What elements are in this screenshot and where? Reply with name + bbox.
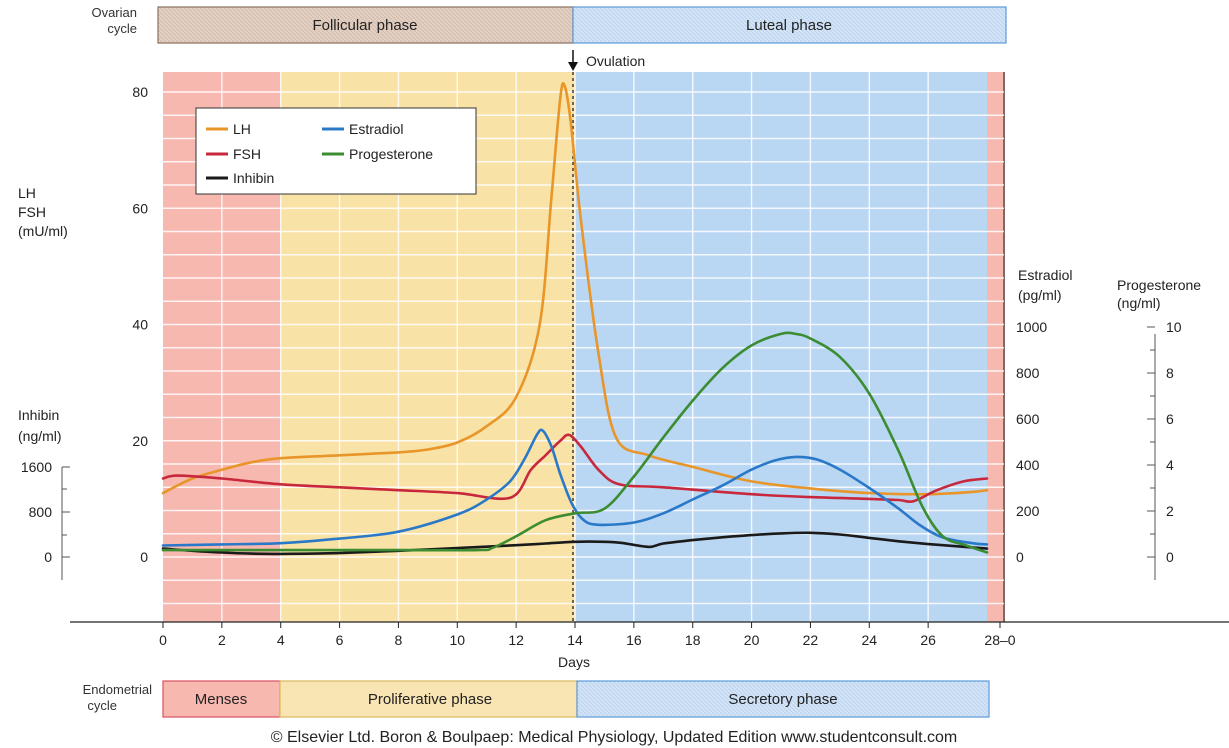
x-tick-label: 2 [218, 632, 226, 648]
estradiol-tick-label: 600 [1016, 411, 1040, 427]
x-tick-label: 26 [920, 632, 936, 648]
ovarian-cycle-bar: Ovarian cycle Follicular phase Luteal ph… [91, 5, 1007, 44]
legend-label-inhibin: Inhibin [233, 170, 274, 186]
x-tick-label: 10 [449, 632, 465, 648]
inhibin-tick-label: 0 [44, 549, 52, 565]
secretory-band [576, 680, 990, 718]
series-line-fsh [161, 433, 989, 504]
lh-fsh-axis-label: (mU/ml) [18, 223, 68, 239]
estradiol-tick-label: 200 [1016, 503, 1040, 519]
x-tick-label: 0 [159, 632, 167, 648]
x-tick-label: 4 [277, 632, 285, 648]
legend: LH Estradiol FSH Progesterone Inhibin [195, 107, 477, 195]
progesterone-tick-label: 8 [1166, 365, 1174, 381]
estradiol-axis-label: Estradiol [1018, 267, 1072, 283]
phase-bg-secretory [575, 72, 987, 622]
x-tick-label: 8 [395, 632, 403, 648]
secretory-label: Secretory phase [728, 691, 837, 708]
ovarian-cycle-label-2: cycle [107, 21, 137, 36]
lh-fsh-tick-label: 60 [132, 200, 148, 216]
down-arrow-icon [568, 62, 578, 71]
series-lines [161, 82, 989, 556]
progesterone-axis-label: (ng/ml) [1117, 295, 1161, 311]
lh-fsh-axis-label: LH [18, 185, 36, 201]
progesterone-axis-label: Progesterone [1117, 277, 1201, 293]
proliferative-band [279, 680, 578, 718]
menses-band [162, 680, 281, 718]
ovulation-label: Ovulation [586, 53, 645, 69]
progesterone-tick-label: 2 [1166, 503, 1174, 519]
x-tick-label: 20 [744, 632, 760, 648]
legend-label-progesterone: Progesterone [349, 146, 433, 162]
ovarian-cycle-label-1: Ovarian [91, 5, 137, 20]
x-tick-label: 28–0 [984, 632, 1015, 648]
x-tick-label: 24 [861, 632, 877, 648]
legend-box [195, 107, 477, 195]
lh-fsh-tick-label: 20 [132, 433, 148, 449]
right-axes: Estradiol (pg/ml) 1000 800 600 400 200 0 Progest… [1016, 267, 1201, 580]
luteal-phase-label: Luteal phase [746, 17, 832, 34]
lh-fsh-tick-label: 0 [140, 549, 148, 565]
series-line-estradiol [161, 428, 989, 547]
series-line-inhibin [161, 531, 989, 556]
proliferative-label: Proliferative phase [368, 691, 492, 708]
x-axis-label: Days [558, 654, 590, 670]
legend-label-lh: LH [233, 121, 251, 137]
inhibin-tick-label: 800 [29, 504, 53, 520]
left-axes: LH FSH (mU/ml) 80 60 40 20 0 Inhibin (ng/ml) 1600 8… [18, 84, 148, 580]
inhibin-axis-label: (ng/ml) [18, 428, 62, 444]
x-tick-label: 6 [336, 632, 344, 648]
progesterone-tick-label: 0 [1166, 549, 1174, 565]
series-line-progesterone [161, 331, 989, 554]
endometrial-cycle-bar: Endometrial cycle Menses Proliferative p… [83, 680, 990, 718]
progesterone-tick-label: 6 [1166, 411, 1174, 427]
estradiol-tick-label: 400 [1016, 457, 1040, 473]
x-tick-label: 14 [567, 632, 583, 648]
lh-fsh-tick-label: 40 [132, 317, 148, 333]
lh-fsh-axis-label: FSH [18, 204, 46, 220]
x-tick-label: 16 [626, 632, 642, 648]
x-axis: 0 2 4 6 8 10 12 14 16 18 20 22 24 26 28–0 Days [70, 621, 1229, 670]
x-tick-label: 12 [508, 632, 524, 648]
x-tick-label: 22 [803, 632, 819, 648]
estradiol-tick-label: 0 [1016, 549, 1024, 565]
phase-bg-menses-next-cycle [987, 72, 1005, 622]
endometrial-cycle-label-1: Endometrial [83, 682, 152, 697]
estradiol-tick-label: 1000 [1016, 319, 1047, 335]
progesterone-tick-label: 10 [1166, 319, 1182, 335]
copyright-caption: © Elsevier Ltd. Boron & Boulpaep: Medica… [271, 729, 958, 746]
estradiol-axis-label: (pg/ml) [1018, 287, 1062, 303]
follicular-phase-label: Follicular phase [312, 17, 417, 34]
luteal-phase-band [572, 6, 1007, 44]
menses-label: Menses [195, 691, 248, 708]
legend-label-estradiol: Estradiol [349, 121, 403, 137]
series-line-lh [161, 82, 989, 496]
inhibin-tick-label: 1600 [21, 459, 52, 475]
ovulation-marker: Ovulation [568, 50, 645, 71]
estradiol-tick-label: 800 [1016, 365, 1040, 381]
legend-label-fsh: FSH [233, 146, 261, 162]
lh-fsh-tick-label: 80 [132, 84, 148, 100]
x-tick-label: 18 [685, 632, 701, 648]
follicular-phase-band [157, 6, 574, 44]
endometrial-cycle-label-2: cycle [87, 698, 117, 713]
progesterone-tick-label: 4 [1166, 457, 1174, 473]
inhibin-axis-label: Inhibin [18, 407, 59, 423]
